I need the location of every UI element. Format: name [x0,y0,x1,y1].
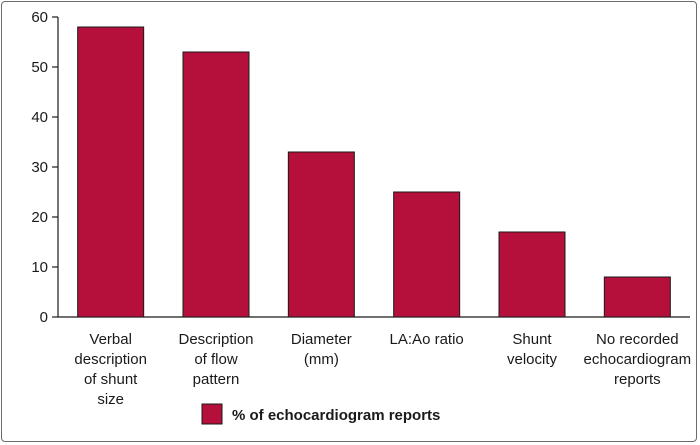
y-axis-ticks: 0 10 20 30 40 50 60 [31,9,58,326]
chart-axes [57,17,690,318]
legend-label: % of echocardiogram reports [232,407,440,424]
bar [393,191,461,318]
legend-swatch [201,403,223,425]
bar [182,51,250,318]
bar [498,231,566,318]
bar-series [77,26,671,318]
y-tick-label: 30 [31,159,48,176]
y-tick-label: 60 [31,9,48,26]
y-tick-label: 40 [31,109,48,126]
x-tick-label: Shunt velocity [507,331,558,368]
bar [287,151,355,318]
legend: % of echocardiogram reports [201,403,440,425]
x-tick-label: Description of flow pattern [178,331,253,388]
bar [77,26,145,318]
x-axis-labels: Verbal description of shunt size Description… [74,331,691,408]
y-tick-label: 20 [31,209,48,226]
x-tick-label: No recorded echocardiogram reports [584,331,692,388]
x-tick-label: Diameter (mm) [291,331,352,368]
y-tick-label: 0 [40,309,48,326]
y-tick-label: 10 [31,259,48,276]
bar [603,276,671,318]
x-tick-label: Verbal description of shunt size [74,331,147,408]
y-tick-label: 50 [31,59,48,76]
x-tick-label: LA:Ao ratio [390,331,464,348]
